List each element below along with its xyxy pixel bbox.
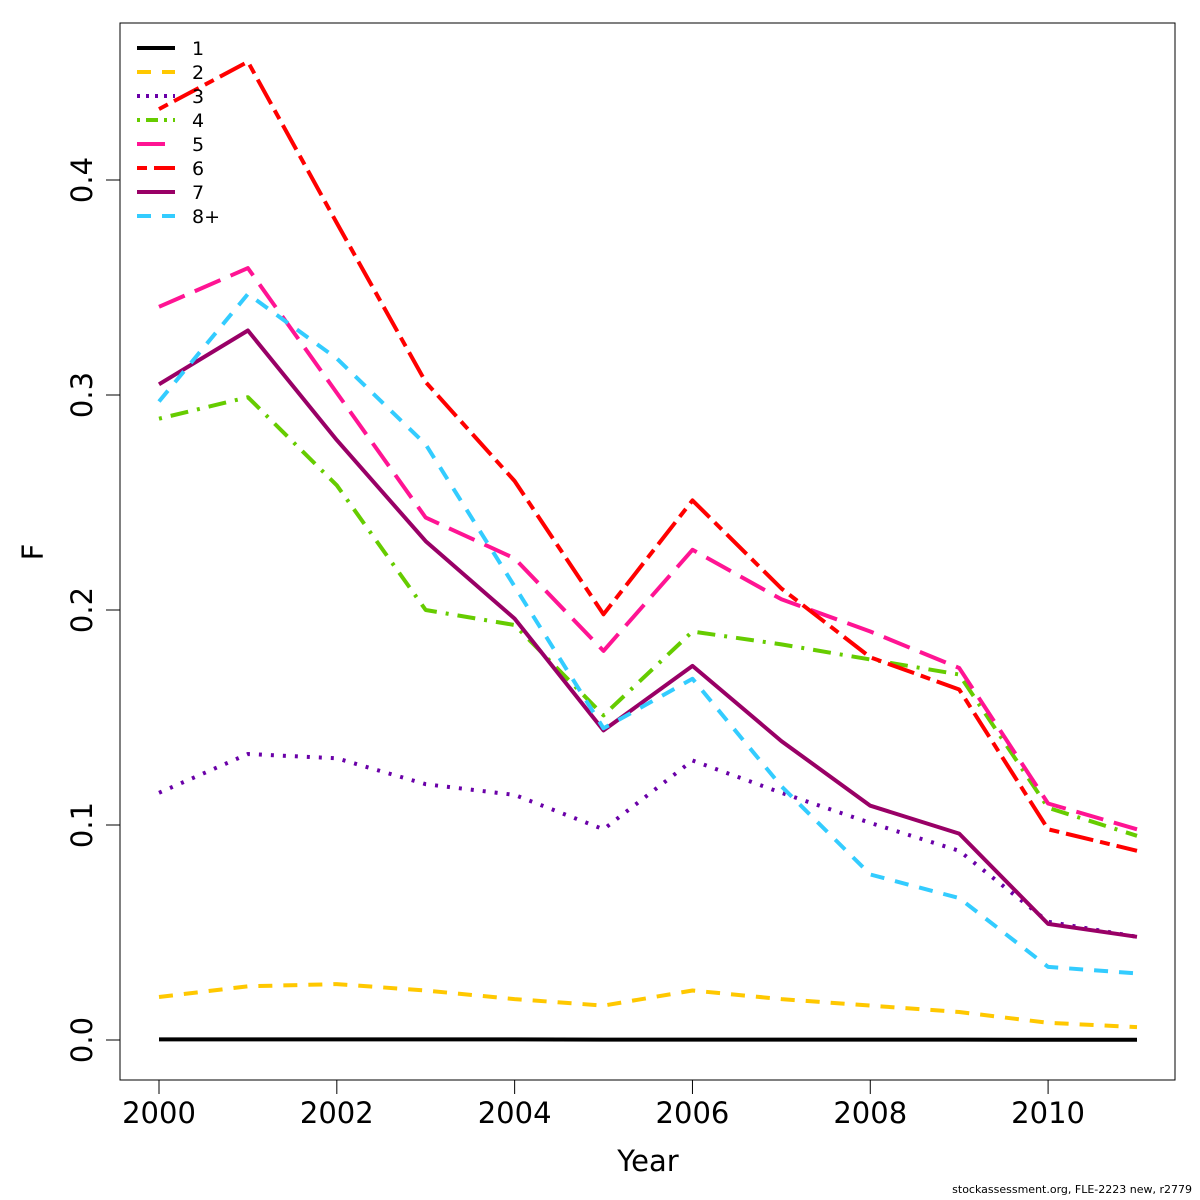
series-line-7 <box>157 328 1138 939</box>
legend-label: 7 <box>192 182 204 204</box>
footnote: stockassessment.org, FLE-2223 new, r2779 <box>952 1183 1192 1196</box>
series-line-4 <box>158 395 1138 838</box>
x-tick-label: 2010 <box>1011 1096 1085 1130</box>
series-line-2 <box>158 982 1138 1030</box>
x-tick-label: 2004 <box>478 1096 552 1130</box>
y-tick-label: 0.2 <box>65 587 99 633</box>
y-tick-label: 0.1 <box>65 802 99 848</box>
series-line-3 <box>158 752 1138 939</box>
series-line-8 <box>157 292 1138 976</box>
legend-label: 2 <box>192 62 204 84</box>
legend-label: 8+ <box>192 206 220 228</box>
y-axis: 0.0 0.1 0.2 0.3 0.4 <box>65 157 121 1063</box>
series-line-5 <box>158 266 1138 832</box>
legend-label: 5 <box>192 134 204 156</box>
legend-label: 1 <box>192 38 204 60</box>
y-tick-label: 0.4 <box>65 157 99 203</box>
x-axis-title: Year <box>616 1144 678 1178</box>
y-tick-label: 0.3 <box>65 372 99 418</box>
legend-label: 4 <box>192 110 204 132</box>
series-line-6 <box>158 59 1138 853</box>
x-axis: 2000 2002 2004 2006 2008 2010 <box>122 1079 1085 1130</box>
x-tick-label: 2006 <box>656 1096 730 1130</box>
series-layer <box>157 59 1138 1042</box>
plot-frame <box>119 22 1176 1081</box>
legend-label: 3 <box>192 86 204 108</box>
y-axis-title: F <box>16 544 50 561</box>
x-tick-label: 2008 <box>833 1096 907 1130</box>
x-tick-label: 2000 <box>122 1096 196 1130</box>
y-tick-label: 0.0 <box>65 1017 99 1063</box>
legend-label: 6 <box>192 158 204 180</box>
x-tick-label: 2002 <box>300 1096 374 1130</box>
